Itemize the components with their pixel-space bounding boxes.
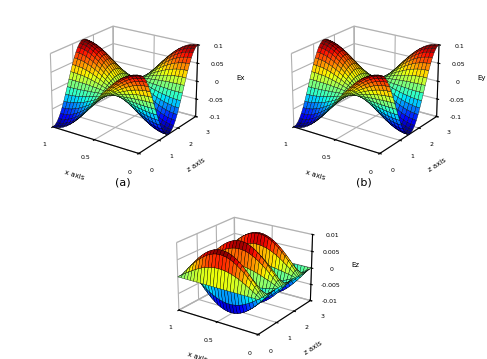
Text: (a): (a) <box>115 177 131 187</box>
Y-axis label: z axis: z axis <box>187 157 206 173</box>
Y-axis label: z axis: z axis <box>303 340 323 355</box>
X-axis label: x axis: x axis <box>187 351 207 359</box>
X-axis label: x axis: x axis <box>304 169 326 181</box>
Y-axis label: z axis: z axis <box>427 157 447 173</box>
Text: (b): (b) <box>356 177 372 187</box>
X-axis label: x axis: x axis <box>64 169 85 181</box>
